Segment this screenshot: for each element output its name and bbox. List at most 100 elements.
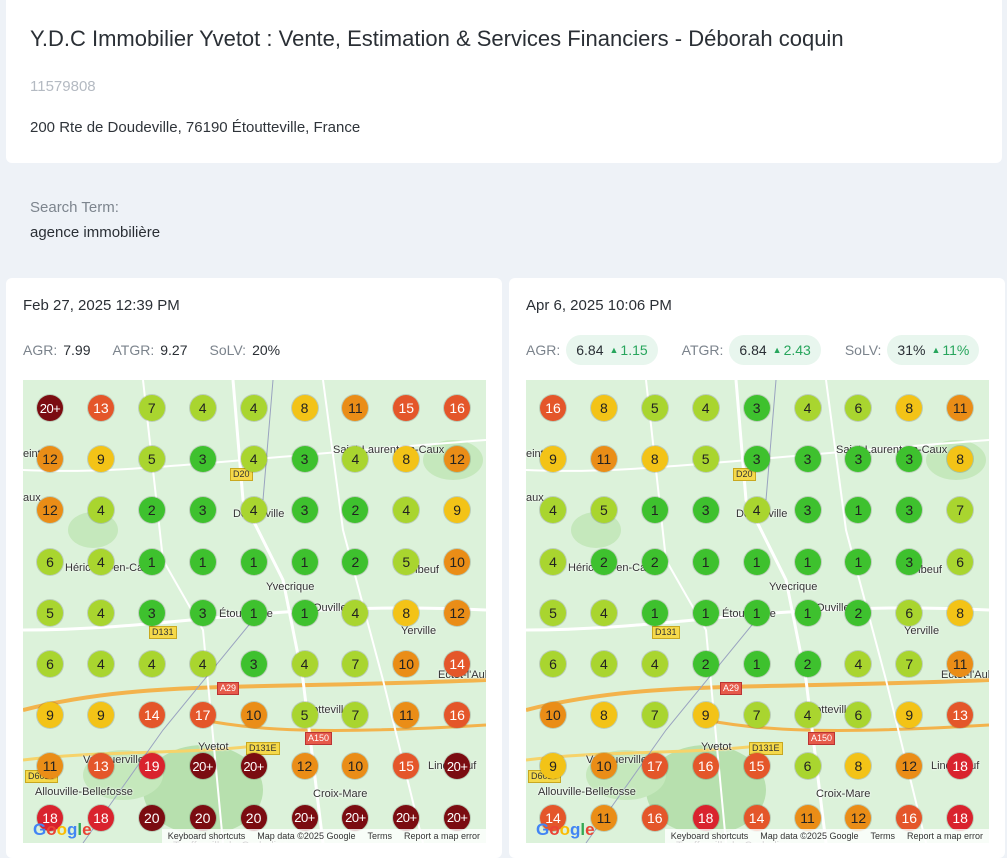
rank-pin[interactable]: 6 <box>37 651 63 677</box>
rank-pin[interactable]: 11 <box>947 651 974 677</box>
rank-pin[interactable]: 14 <box>540 804 566 831</box>
rank-pin[interactable]: 9 <box>37 702 63 729</box>
rank-pin[interactable]: 5 <box>590 497 617 524</box>
rank-pin[interactable]: 1 <box>240 599 267 626</box>
rank-pin[interactable]: 9 <box>896 702 923 729</box>
rank-pin[interactable]: 17 <box>641 753 668 780</box>
rank-pin[interactable]: 7 <box>947 497 974 524</box>
rank-pin[interactable]: 12 <box>444 599 471 626</box>
rank-pin[interactable]: 1 <box>138 548 165 575</box>
rank-pin[interactable]: 4 <box>87 599 114 626</box>
rank-pin[interactable]: 3 <box>692 497 719 524</box>
rank-pin[interactable]: 6 <box>845 702 872 729</box>
rank-pin[interactable]: 2 <box>342 497 369 524</box>
rank-pin[interactable]: 9 <box>540 753 566 780</box>
rank-pin[interactable]: 3 <box>189 446 216 473</box>
rank-pin[interactable]: 3 <box>794 497 821 524</box>
rank-pin[interactable]: 2 <box>845 599 872 626</box>
rank-pin[interactable]: 11 <box>37 753 63 780</box>
rank-pin[interactable]: 1 <box>743 599 770 626</box>
report-map-error-link[interactable]: Report a map error <box>906 831 983 841</box>
rank-pin[interactable]: 7 <box>896 651 923 677</box>
rank-pin[interactable]: 3 <box>189 497 216 524</box>
rank-pin[interactable]: 16 <box>444 702 471 729</box>
rank-pin[interactable]: 8 <box>590 702 617 729</box>
rank-grid-map[interactable]: Saint-Laurent-en-CauxeinturauxDoudeville… <box>23 380 486 843</box>
rank-pin[interactable]: 5 <box>291 702 318 729</box>
rank-pin[interactable]: 1 <box>743 651 770 677</box>
rank-pin[interactable]: 20+ <box>291 804 318 831</box>
rank-pin[interactable]: 14 <box>743 804 770 831</box>
rank-pin[interactable]: 5 <box>692 446 719 473</box>
rank-pin[interactable]: 8 <box>590 395 617 421</box>
rank-pin[interactable]: 3 <box>291 497 318 524</box>
rank-pin[interactable]: 20+ <box>189 753 216 780</box>
rank-grid-map[interactable]: Saint-Laurent-en-CauxeinturauxDoudeville… <box>526 380 989 843</box>
rank-pin[interactable]: 13 <box>87 395 114 421</box>
rank-pin[interactable]: 7 <box>138 395 165 421</box>
rank-pin[interactable]: 11 <box>590 804 617 831</box>
rank-pin[interactable]: 12 <box>291 753 318 780</box>
rank-pin[interactable]: 19 <box>138 753 165 780</box>
rank-pin[interactable]: 4 <box>342 599 369 626</box>
rank-pin[interactable]: 3 <box>138 599 165 626</box>
rank-pin[interactable]: 18 <box>37 804 63 831</box>
rank-pin[interactable]: 4 <box>743 497 770 524</box>
rank-pin[interactable]: 1 <box>641 599 668 626</box>
rank-pin[interactable]: 6 <box>794 753 821 780</box>
rank-pin[interactable]: 15 <box>743 753 770 780</box>
rank-pin[interactable]: 1 <box>692 548 719 575</box>
rank-pin[interactable]: 7 <box>743 702 770 729</box>
rank-pin[interactable]: 18 <box>692 804 719 831</box>
rank-pin[interactable]: 5 <box>641 395 668 421</box>
rank-pin[interactable]: 8 <box>845 753 872 780</box>
rank-pin[interactable]: 4 <box>393 497 420 524</box>
rank-pin[interactable]: 20+ <box>444 753 471 780</box>
rank-pin[interactable]: 20+ <box>444 804 471 831</box>
rank-pin[interactable]: 4 <box>641 651 668 677</box>
rank-pin[interactable]: 10 <box>342 753 369 780</box>
rank-pin[interactable]: 5 <box>393 548 420 575</box>
rank-pin[interactable]: 4 <box>240 497 267 524</box>
rank-pin[interactable]: 8 <box>393 446 420 473</box>
rank-pin[interactable]: 4 <box>692 395 719 421</box>
rank-pin[interactable]: 14 <box>138 702 165 729</box>
rank-pin[interactable]: 4 <box>138 651 165 677</box>
rank-pin[interactable]: 1 <box>794 599 821 626</box>
rank-pin[interactable]: 20 <box>138 804 165 831</box>
rank-pin[interactable]: 4 <box>342 446 369 473</box>
rank-pin[interactable]: 8 <box>291 395 318 421</box>
rank-pin[interactable]: 2 <box>138 497 165 524</box>
keyboard-shortcuts-link[interactable]: Keyboard shortcuts <box>167 831 246 841</box>
rank-pin[interactable]: 8 <box>947 599 974 626</box>
rank-pin[interactable]: 9 <box>692 702 719 729</box>
rank-pin[interactable]: 1 <box>692 599 719 626</box>
rank-pin[interactable]: 9 <box>87 702 114 729</box>
rank-pin[interactable]: 1 <box>189 548 216 575</box>
rank-pin[interactable]: 6 <box>896 599 923 626</box>
rank-pin[interactable]: 8 <box>896 395 923 421</box>
rank-pin[interactable]: 4 <box>590 651 617 677</box>
rank-pin[interactable]: 11 <box>590 446 617 473</box>
rank-pin[interactable]: 3 <box>189 599 216 626</box>
rank-pin[interactable]: 4 <box>540 548 566 575</box>
rank-pin[interactable]: 1 <box>845 548 872 575</box>
rank-pin[interactable]: 20+ <box>37 395 63 421</box>
rank-pin[interactable]: 15 <box>393 753 420 780</box>
rank-pin[interactable]: 1 <box>240 548 267 575</box>
rank-pin[interactable]: 16 <box>641 804 668 831</box>
rank-pin[interactable]: 5 <box>540 599 566 626</box>
rank-pin[interactable]: 8 <box>393 599 420 626</box>
rank-pin[interactable]: 9 <box>444 497 471 524</box>
rank-pin[interactable]: 4 <box>291 651 318 677</box>
rank-pin[interactable]: 1 <box>641 497 668 524</box>
rank-pin[interactable]: 3 <box>240 651 267 677</box>
rank-pin[interactable]: 4 <box>590 599 617 626</box>
rank-pin[interactable]: 20+ <box>240 753 267 780</box>
rank-pin[interactable]: 4 <box>87 651 114 677</box>
rank-pin[interactable]: 10 <box>590 753 617 780</box>
rank-pin[interactable]: 15 <box>393 395 420 421</box>
rank-pin[interactable]: 3 <box>794 446 821 473</box>
rank-pin[interactable]: 20 <box>189 804 216 831</box>
rank-pin[interactable]: 4 <box>189 395 216 421</box>
